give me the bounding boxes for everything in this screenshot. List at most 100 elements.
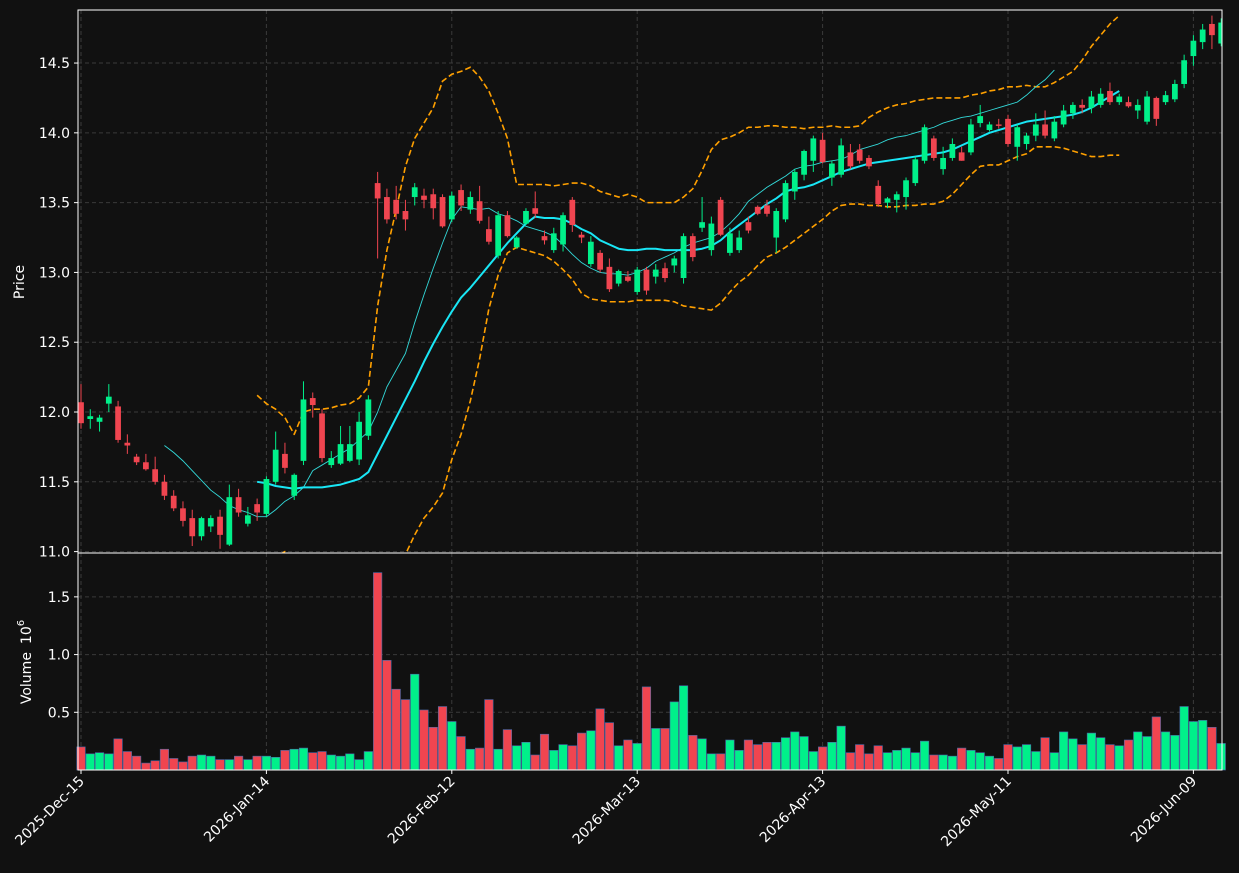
price-tick-label: 12.0	[39, 405, 70, 421]
volume-bar	[966, 750, 976, 771]
candle-body	[745, 222, 752, 231]
volume-bars	[76, 572, 1226, 771]
volume-bar	[215, 759, 225, 771]
volume-bar	[1170, 735, 1180, 771]
volume-bar	[150, 760, 160, 771]
volume-bar	[836, 725, 846, 771]
volume-bar	[280, 750, 290, 771]
volume-bar	[678, 685, 689, 771]
candles	[78, 15, 1222, 549]
volume-bar	[1142, 736, 1152, 771]
volume-bar	[762, 741, 772, 771]
candle-body	[606, 266, 613, 290]
volume-bar	[187, 755, 197, 771]
volume-bar	[910, 752, 920, 771]
volume-bar	[706, 753, 716, 771]
volume-bar	[206, 755, 216, 771]
price-tick-label: 11.0	[39, 545, 70, 561]
price-axis-label: Price	[12, 265, 28, 299]
volume-bar	[623, 739, 633, 771]
volume-bar	[1198, 720, 1208, 771]
volume-bar	[317, 751, 327, 771]
volume-bar	[539, 733, 550, 771]
volume-bar	[864, 753, 874, 771]
candle-body	[1032, 124, 1039, 136]
volume-bar	[873, 745, 883, 771]
candle-body	[1051, 121, 1058, 139]
candle-body	[625, 276, 631, 281]
volume-bar	[521, 741, 531, 771]
lower-band-line	[281, 146, 1120, 553]
volume-bar	[845, 752, 855, 771]
volume-bar	[1040, 737, 1050, 771]
candle-body	[235, 497, 242, 513]
volume-bar	[113, 738, 123, 771]
volume-bar	[1114, 745, 1124, 771]
candle-body	[1209, 23, 1215, 36]
candle-body	[847, 152, 854, 167]
volume-bar	[224, 759, 234, 771]
candle-body	[180, 508, 186, 521]
volume-bar	[159, 748, 169, 771]
volume-bar	[669, 701, 679, 771]
volume-bar	[1161, 731, 1171, 771]
candle-body	[1181, 60, 1188, 84]
volume-bar	[465, 748, 475, 771]
volume-bar	[697, 738, 707, 771]
candle-body	[87, 416, 94, 419]
volume-bar	[771, 741, 781, 771]
y-axis-ticks: 11.0 11.5 12.0 12.5 13.0 13.5 14.0 14.5 0.5 1.0 1.…	[39, 56, 78, 721]
volume-bar	[261, 755, 271, 771]
volume-bar	[428, 726, 438, 771]
candle-body	[1070, 104, 1076, 114]
volume-bar	[437, 706, 448, 771]
volume-bar	[549, 750, 559, 771]
candle-body	[652, 269, 659, 277]
volume-bar	[790, 731, 800, 771]
candle-body	[717, 199, 724, 235]
candle-body	[115, 406, 121, 440]
candle-body	[977, 116, 984, 124]
candle-body	[1088, 96, 1095, 108]
candle-body	[940, 157, 946, 170]
candle-body	[263, 479, 270, 514]
candle-body	[550, 233, 557, 251]
candle-body	[578, 234, 585, 238]
volume-bar	[308, 752, 318, 771]
candle-body	[986, 124, 993, 131]
candle-body	[930, 138, 937, 158]
volume-bar	[1216, 743, 1226, 771]
candle-body	[1107, 90, 1113, 103]
volume-bar	[725, 739, 735, 771]
candle-body	[615, 271, 622, 284]
volume-bar	[808, 751, 818, 771]
volume-tick-label: 1.5	[48, 590, 70, 606]
volume-bar	[1003, 744, 1013, 771]
volume-bar	[947, 755, 957, 771]
candle-body	[689, 236, 696, 258]
volume-bar	[475, 747, 485, 771]
volume-bar	[493, 748, 503, 771]
candle-body	[856, 149, 863, 161]
candle-body	[1005, 118, 1011, 145]
candle-body	[754, 206, 761, 214]
candle-body	[495, 215, 502, 256]
price-tick-label: 14.0	[39, 126, 70, 142]
candle-body	[105, 396, 112, 404]
volume-bar	[141, 762, 151, 771]
candle-body	[995, 124, 1002, 126]
price-tick-label: 14.5	[39, 56, 70, 72]
candle-body	[300, 399, 307, 461]
candle-body	[124, 442, 131, 446]
candle-body	[1199, 29, 1206, 43]
volume-bar	[1179, 706, 1189, 771]
candle-body	[866, 157, 872, 167]
volume-tick-label: 0.5	[48, 705, 70, 721]
candle-body	[801, 150, 807, 175]
candle-body	[133, 456, 140, 463]
volume-bar	[855, 744, 865, 771]
volume-bar	[780, 737, 791, 771]
volume-bar	[660, 728, 670, 771]
candle-body	[328, 458, 335, 466]
candle-body	[411, 187, 418, 198]
